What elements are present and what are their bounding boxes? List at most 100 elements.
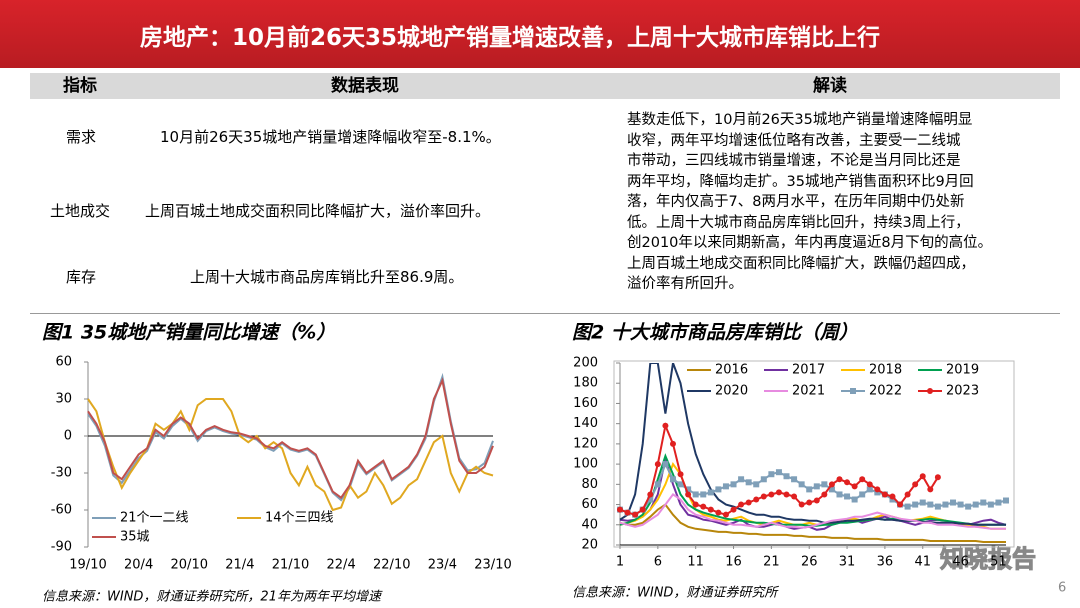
legend-label: 2016 (715, 363, 748, 378)
legend-label: 2022 (869, 384, 902, 399)
point (851, 496, 858, 503)
point (632, 511, 639, 518)
y-tick-label: 100 (573, 457, 598, 472)
series-group (87, 377, 494, 500)
point (760, 476, 767, 483)
interpretation-line: 低。上周十大城市商品房库销比回升，持续3周上行， (627, 214, 970, 231)
series-line (619, 503, 1006, 543)
legend-label: 14个三四线 (265, 511, 334, 526)
series-group (617, 422, 941, 518)
chart-source: 信息来源：WIND，财通证券研究所，21年为两年平均增速 (42, 589, 383, 605)
series-line (619, 493, 1006, 530)
point (806, 499, 813, 506)
point (685, 486, 692, 493)
point (722, 483, 729, 490)
y-tick-label: 60 (55, 355, 72, 370)
y-tick-label: 160 (573, 396, 598, 411)
legend-label: 2019 (946, 363, 979, 378)
y-tick-label: 180 (573, 376, 598, 391)
interpretation-line: 上周百城土地成交面积同比降幅扩大，跌幅仍超四成， (627, 255, 975, 272)
point (828, 481, 835, 488)
y-tick-label: -90 (51, 540, 72, 555)
table-header: 解读 (600, 73, 1060, 99)
point (730, 506, 737, 513)
x-tick-label: 36 (877, 555, 894, 570)
x-tick-label: 19/10 (69, 558, 106, 573)
row-label: 库存 (66, 268, 97, 286)
point (730, 481, 737, 488)
point (881, 491, 888, 498)
x-tick-label: 20/4 (124, 558, 153, 573)
y-tick-label: 140 (573, 416, 598, 431)
series-line (87, 377, 494, 500)
y-tick-label: 120 (573, 436, 598, 451)
point (828, 486, 835, 493)
x-tick-label: 31 (839, 555, 856, 570)
point (745, 479, 752, 486)
point (874, 486, 881, 493)
point (806, 486, 813, 493)
x-tick-label: 22/4 (327, 558, 356, 573)
point (889, 493, 896, 500)
point (783, 473, 790, 480)
y-tick-label: 0 (64, 429, 72, 444)
point (927, 501, 934, 508)
y-tick-label: 60 (581, 497, 598, 512)
point (662, 461, 669, 468)
row-value: 上周百城土地成交面积同比降幅扩大，溢价率回升。 (145, 202, 491, 220)
point (844, 493, 851, 500)
x-tick-label: 1 (616, 555, 624, 570)
interpretation-line: 市带动，三四线城市销量增速，不论是当月同比还是 (627, 153, 961, 169)
row-label: 需求 (66, 128, 97, 146)
point (866, 481, 873, 488)
x-tick-label: 26 (801, 555, 818, 570)
point (647, 496, 654, 503)
row-value: 上周十大城市商品房库销比升至86.9周。 (190, 268, 464, 286)
point (715, 509, 722, 516)
interpretation: 基数走低下，10月前26天35城地产销量增速降幅明显 收窄，两年平均增速低位略有改… (627, 110, 992, 295)
point (692, 491, 699, 498)
point (919, 473, 926, 480)
y-tick-label: 40 (581, 517, 598, 532)
point (624, 509, 631, 516)
x-tick-label: 16 (725, 555, 742, 570)
legend-label: 21个一二线 (120, 511, 189, 526)
point (722, 511, 729, 518)
table-header: 数据表现 (130, 73, 600, 99)
point (851, 483, 858, 490)
point (904, 503, 911, 510)
point (760, 493, 767, 500)
series-group (87, 372, 494, 502)
point (987, 501, 994, 508)
interpretation-line: 创2010年以来同期新高，年内再度逼近8月下旬的高位。 (627, 235, 993, 251)
point (738, 501, 745, 508)
y-tick-label: -30 (51, 466, 72, 481)
point (957, 501, 964, 508)
x-tick-label: 41 (914, 555, 931, 570)
point (753, 496, 760, 503)
row-label: 土地成交 (50, 202, 111, 220)
legend-label: 2023 (946, 384, 979, 399)
series-line (87, 372, 494, 502)
series-group (619, 503, 1006, 543)
point (942, 501, 949, 508)
point (889, 496, 896, 503)
series-group (619, 363, 1006, 526)
point (1003, 497, 1009, 504)
point (692, 501, 699, 508)
watermark: 知晓报告 (940, 545, 1036, 573)
point (972, 501, 979, 508)
x-tick-label: 21 (763, 555, 780, 570)
point (950, 499, 957, 506)
point (798, 501, 805, 508)
point (919, 499, 926, 506)
point (738, 476, 745, 483)
point (768, 471, 775, 478)
row-value: 10月前26天35城地产销量增速降幅收窄至-8.1%。 (160, 128, 501, 146)
point (836, 476, 843, 483)
point (836, 491, 843, 498)
point (707, 506, 714, 513)
point (821, 491, 828, 498)
point (874, 489, 881, 496)
point (912, 501, 919, 508)
